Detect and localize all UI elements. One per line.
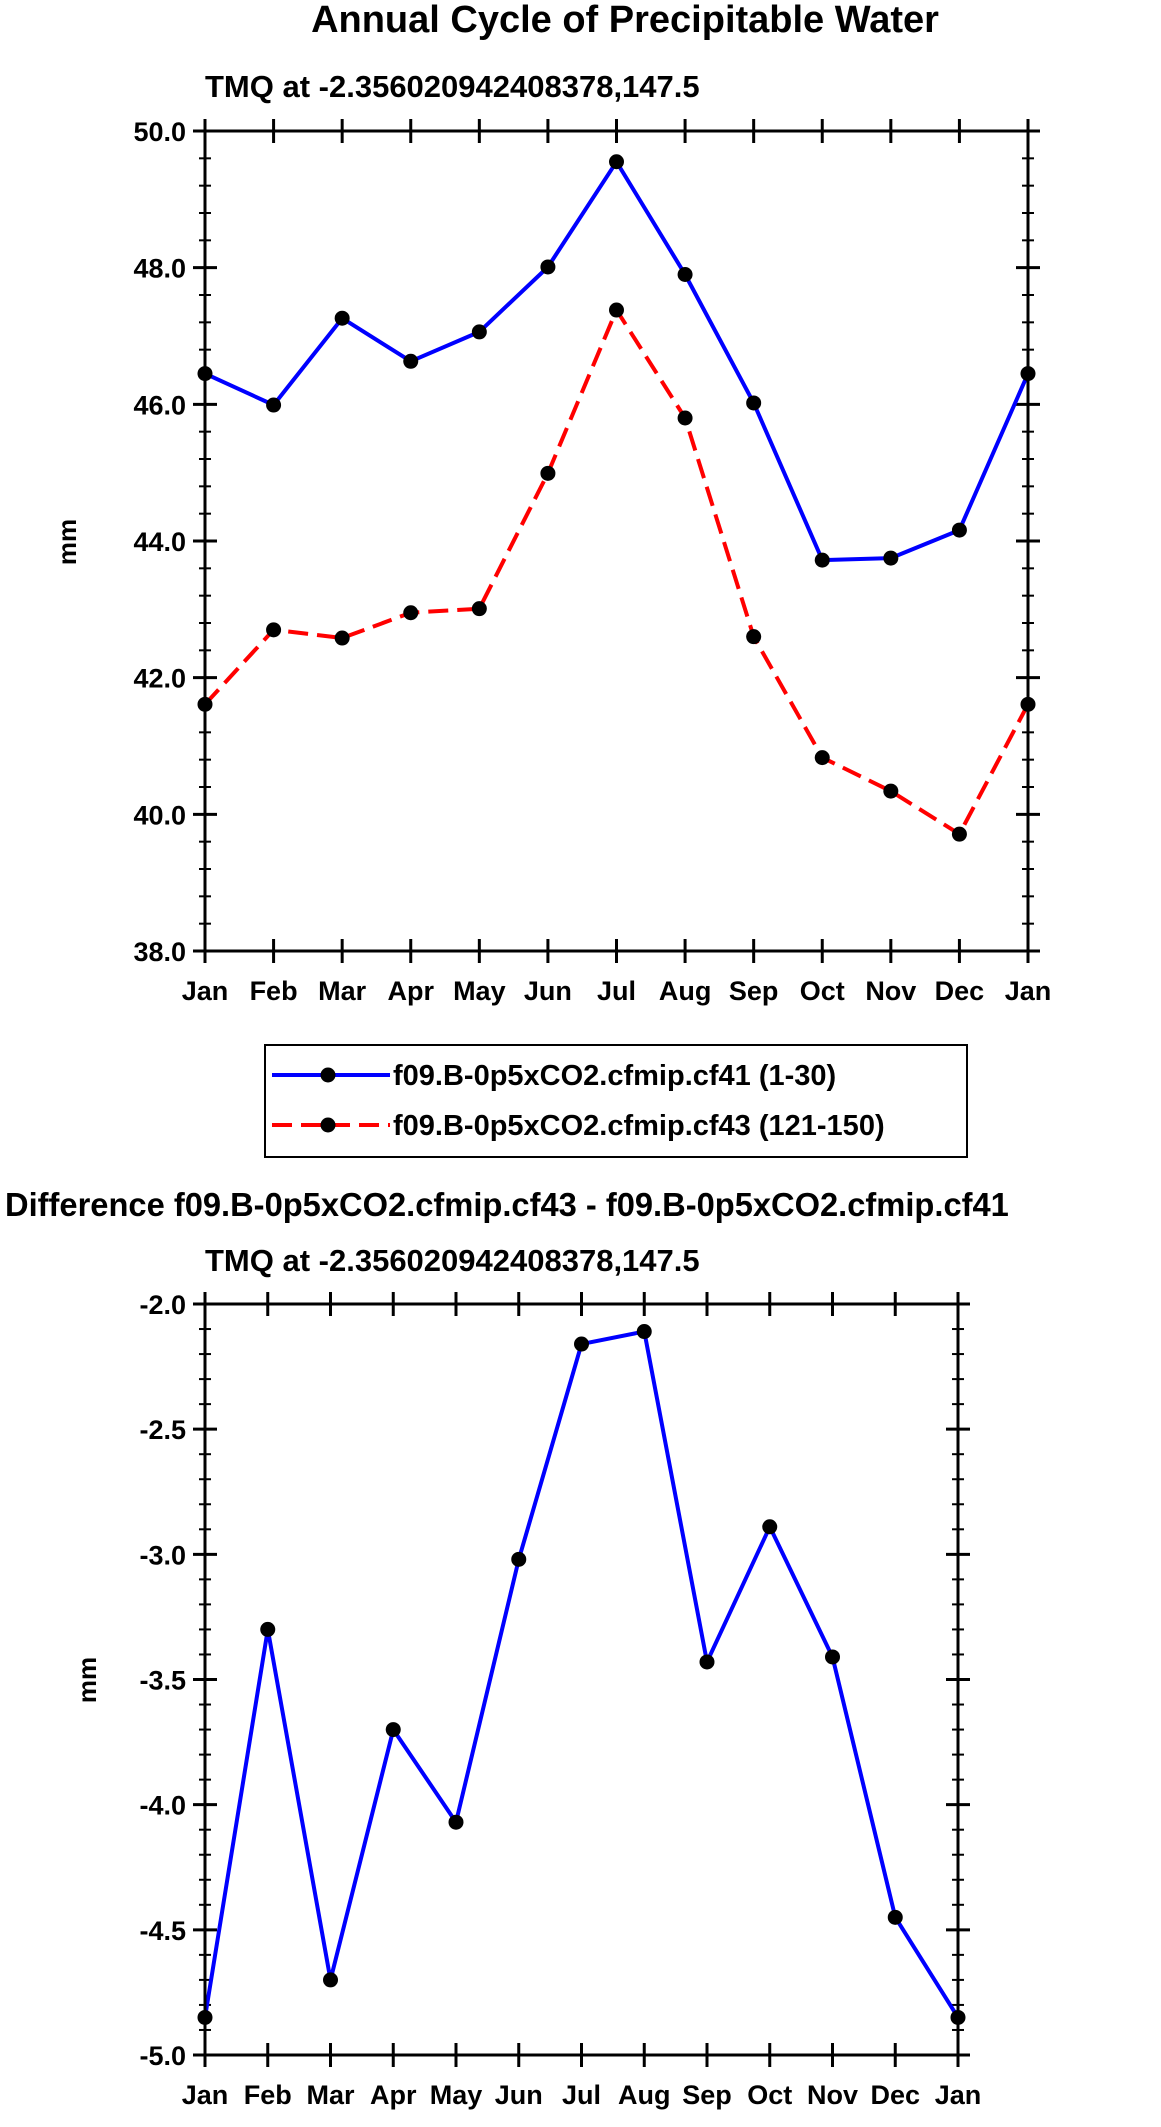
- chart1-series-1-point: [883, 783, 899, 799]
- chart2-series-0-point: [887, 1909, 903, 1925]
- chart2-xtick-label: Feb: [244, 2080, 292, 2110]
- chart2-xtick-label: Mar: [306, 2080, 355, 2110]
- chart2-series-0-point: [323, 1972, 338, 1988]
- legend-label-cf41: f09.B-0p5xCO2.cfmip.cf41 (1-30): [393, 1060, 836, 1092]
- legend-marker-cf43: [320, 1117, 336, 1133]
- chart1-series-1-point: [266, 622, 282, 638]
- chart1-xtick-label: Jan: [1005, 976, 1052, 1006]
- chart2-series-0-point: [636, 1324, 652, 1340]
- chart2-ytick-label: -2.0: [139, 1290, 186, 1320]
- chart1-ytick-label: 46.0: [133, 390, 186, 420]
- chart2-plot-frame: [203, 1302, 960, 2057]
- chart1-series-1-point: [471, 601, 487, 617]
- chart1-series-1-point: [403, 605, 419, 621]
- chart1-series-0-point: [540, 259, 556, 275]
- chart1-series-0-point: [951, 522, 967, 538]
- chart1-xtick-label: Apr: [388, 976, 435, 1006]
- chart1-subtitle: TMQ at -2.356020942408378,147.5: [205, 69, 700, 104]
- chart2-xtick-label: May: [430, 2080, 483, 2110]
- chart1-tick-labels: Jan Feb Mar Apr May Jun Jul Aug Sep Oct Nov Dec Jan 3…: [133, 117, 1051, 1006]
- chart1-ytick-label: 42.0: [133, 664, 186, 694]
- chart1-legend: f09.B-0p5xCO2.cfmip.cf41 (1-30) f09.B-0p…: [264, 1044, 968, 1158]
- chart1-xtick-label: Nov: [865, 976, 916, 1006]
- chart2-xtick-label: Jul: [562, 2080, 601, 2110]
- chart1-xtick-label: Mar: [318, 976, 367, 1006]
- chart1-xtick-label: Feb: [250, 976, 298, 1006]
- chart1-xtick-label: Jun: [524, 976, 572, 1006]
- chart1-xtick-label: Oct: [800, 976, 845, 1006]
- chart1-xtick-label: Aug: [659, 976, 711, 1006]
- chart1-xtick-label: May: [453, 976, 506, 1006]
- chart1-series-1-point: [334, 630, 350, 646]
- chart1-ytick-label: 50.0: [133, 117, 186, 147]
- chart1-series-1-point: [677, 410, 693, 426]
- chart1-series-1-point: [951, 826, 967, 842]
- chart1-xtick-label: Sep: [729, 976, 779, 1006]
- chart1-series-0-point: [609, 154, 624, 170]
- chart2-xtick-label: Sep: [682, 2080, 732, 2110]
- chart1-title: Annual Cycle of Precipitable Water: [311, 0, 939, 41]
- chart2-xtick-label: Oct: [747, 2080, 792, 2110]
- chart1-series-1-point: [609, 302, 624, 318]
- chart2-xtick-label: Jun: [495, 2080, 543, 2110]
- chart2-series-0-point: [511, 1551, 527, 1567]
- chart2-tick-labels: Jan Feb Mar Apr May Jun Jul Aug Sep Oct Nov Dec Jan -…: [139, 1290, 981, 2110]
- chart1-xtick-label: Dec: [935, 976, 985, 1006]
- chart2-ytick-label: -3.0: [139, 1540, 186, 1570]
- chart2-subtitle: TMQ at -2.356020942408378,147.5: [205, 1243, 700, 1278]
- chart-difference: Difference f09.B-0p5xCO2.cfmip.cf43 - f0…: [5, 1186, 1009, 2110]
- chart1-series-0-point: [471, 324, 487, 340]
- legend-marker-cf41: [320, 1067, 336, 1083]
- chart2-xtick-label: Apr: [370, 2080, 417, 2110]
- chart2-series-0-point: [574, 1336, 589, 1352]
- chart1-series-0-point: [746, 395, 762, 411]
- chart1-series-0-point: [677, 267, 693, 282]
- chart2-ytick-label: -3.5: [139, 1666, 186, 1696]
- chart2-xtick-label: Jan: [935, 2080, 982, 2110]
- chart1-series-0-point: [883, 550, 899, 566]
- chart2-xtick-label: Nov: [807, 2080, 858, 2110]
- chart2-series-0-point: [448, 1814, 464, 1830]
- chart1-series-1-point: [746, 629, 762, 645]
- chart2-xtick-label: Aug: [618, 2080, 670, 2110]
- chart1-ytick-label: 44.0: [133, 527, 186, 557]
- chart1-series-1-point: [540, 465, 556, 481]
- chart2-series-0-point: [260, 1621, 276, 1637]
- chart1-xtick-label: Jan: [182, 976, 229, 1006]
- chart1-ytick-label: 40.0: [133, 800, 186, 830]
- chart2-ytick-label: -4.5: [139, 1916, 186, 1946]
- chart-precipitable-water: Annual Cycle of Precipitable Water TMQ a…: [52, 0, 1051, 1006]
- chart2-ytick-label: -4.0: [139, 1791, 186, 1821]
- chart1-ytick-label: 48.0: [133, 254, 186, 284]
- chart2-ytick-label: -2.5: [139, 1415, 186, 1445]
- chart2-xtick-label: Dec: [870, 2080, 920, 2110]
- chart2-series-0-point: [762, 1519, 778, 1535]
- chart1-plot-frame: [203, 129, 1030, 953]
- chart1-xtick-label: Jul: [597, 976, 636, 1006]
- chart1-series-0-point: [266, 397, 282, 413]
- legend-label-cf43: f09.B-0p5xCO2.cfmip.cf43 (121-150): [393, 1110, 885, 1142]
- chart2-xtick-label: Jan: [182, 2080, 229, 2110]
- chart2-ytick-label: -5.0: [139, 2041, 186, 2071]
- chart2-ylabel: mm: [72, 1657, 102, 1703]
- chart1-ylabel: mm: [52, 519, 82, 565]
- legend-box: [264, 1044, 968, 1158]
- chart1-series-0-point: [814, 552, 830, 568]
- chart2-series-0-point: [385, 1722, 401, 1738]
- chart2-series-0-point: [699, 1654, 715, 1670]
- chart2-series-0-point: [825, 1649, 840, 1665]
- chart1-ytick-label: 38.0: [133, 937, 186, 967]
- chart1-series-1-point: [814, 750, 830, 766]
- chart2-title: Difference f09.B-0p5xCO2.cfmip.cf43 - f0…: [5, 1186, 1009, 1223]
- chart1-series-0-point: [403, 353, 419, 369]
- chart1-series-0-point: [334, 310, 350, 326]
